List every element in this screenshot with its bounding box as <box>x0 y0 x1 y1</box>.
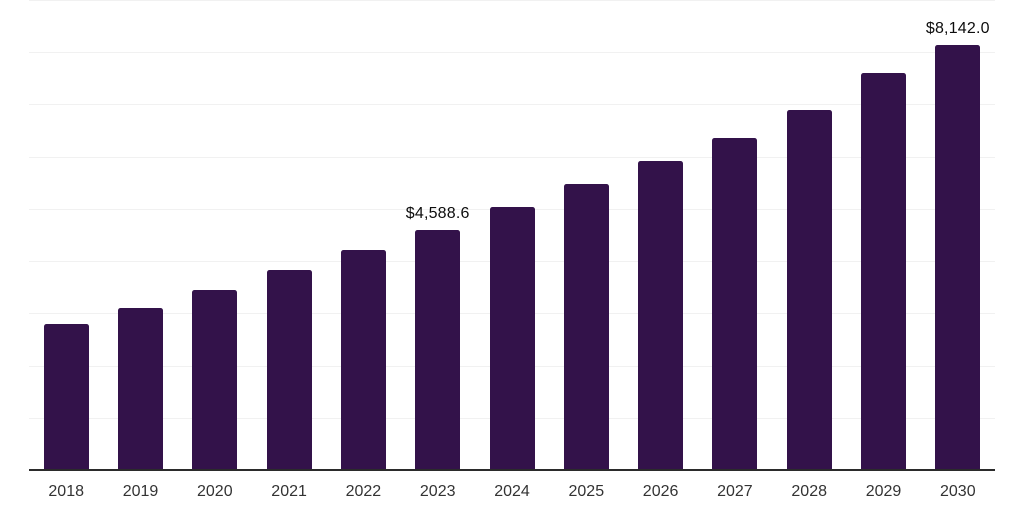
data-label-2023: $4,588.6 <box>405 205 470 223</box>
bar-2019 <box>118 308 163 470</box>
x-tick-label-2029: 2029 <box>865 483 902 500</box>
gridline-9000 <box>29 0 995 1</box>
data-label-2030: $8,142.0 <box>925 19 990 37</box>
x-tick-label-2021: 2021 <box>271 483 307 500</box>
gridline-8000 <box>29 52 995 54</box>
bar-2026 <box>638 160 684 470</box>
x-tick-label-2018: 2018 <box>48 483 84 500</box>
bar-2020 <box>192 290 238 470</box>
bar-2024 <box>489 207 535 470</box>
bar-2022 <box>340 250 386 470</box>
x-tick-label-2024: 2024 <box>494 483 530 500</box>
bar-2028 <box>786 110 832 470</box>
x-tick-label-2030: 2030 <box>940 483 976 500</box>
bar-2025 <box>563 183 609 470</box>
x-tick-label-2026: 2026 <box>642 483 679 500</box>
gridline-7000 <box>29 104 995 106</box>
bar-2021 <box>266 270 312 470</box>
bar-2023 <box>415 230 461 470</box>
bar-2030 <box>935 44 981 470</box>
x-tick-label-2023: 2023 <box>419 483 456 500</box>
x-tick-label-2028: 2028 <box>791 483 827 500</box>
x-axis-labels: 2018 2019 2020 2021 2022 2023 2024 2025 2026 2027… <box>29 483 995 505</box>
x-tick-label-2027: 2027 <box>717 483 753 500</box>
plot-area: $4,588.6 $8,142.0 <box>29 0 995 470</box>
x-tick-label-2020: 2020 <box>197 483 233 500</box>
bar-2027 <box>712 137 758 470</box>
bar-2018 <box>43 323 89 470</box>
bar-2029 <box>861 72 906 470</box>
gridline-6000 <box>29 156 995 158</box>
x-tick-label-2022: 2022 <box>345 483 382 500</box>
x-axis-line <box>29 469 995 471</box>
x-tick-label-2019: 2019 <box>122 483 159 500</box>
x-tick-label-2025: 2025 <box>568 483 605 500</box>
